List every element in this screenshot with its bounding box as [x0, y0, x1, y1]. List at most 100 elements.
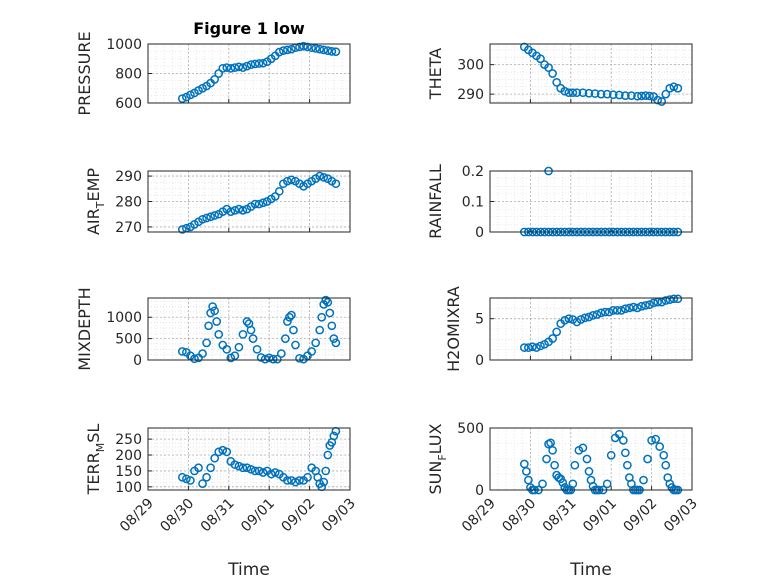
data-point [254, 59, 264, 68]
data-point [618, 436, 628, 445]
data-point [246, 325, 256, 335]
data-point [315, 325, 325, 335]
data-point [198, 479, 207, 488]
data-point [303, 472, 312, 482]
data-point [242, 61, 252, 71]
data-point [327, 47, 337, 56]
y-tick-label: 1000 [106, 37, 142, 53]
axes-frame [489, 43, 693, 104]
y-tick-label: 0.2 [462, 164, 484, 180]
data-point [186, 90, 195, 100]
axes-frame [147, 427, 351, 491]
data-point [649, 298, 658, 308]
data-point [287, 310, 296, 320]
data-point [287, 175, 296, 185]
y-tick-label: 150 [115, 464, 142, 480]
data-point [283, 176, 292, 186]
data-point [212, 317, 222, 326]
data-point [584, 467, 594, 476]
y-tick-label: 0 [133, 353, 142, 369]
data-point [606, 450, 616, 460]
data-point [291, 340, 300, 350]
y-axis-label: SUNFLUX [426, 423, 449, 494]
data-point [291, 477, 300, 487]
data-point [600, 307, 610, 317]
y-tick-label: 0 [475, 225, 484, 241]
data-point [222, 344, 232, 354]
panel-3: 270 280 290 AIRTEMP [84, 168, 351, 236]
data-point [578, 88, 588, 98]
data-point [582, 454, 592, 464]
data-point [254, 466, 264, 476]
y-axis-label: THETA [426, 48, 445, 100]
data-point [625, 303, 634, 313]
axes-frame [489, 427, 693, 491]
x-tick-label: 08/29 [459, 496, 499, 536]
data-point [608, 90, 618, 100]
data-point [258, 198, 268, 208]
data-point [620, 91, 630, 100]
data-point [608, 306, 618, 315]
data-point [238, 206, 248, 215]
data-point [303, 42, 312, 52]
y-tick-label: 500 [115, 332, 142, 348]
data-point [177, 94, 187, 103]
data-point [202, 338, 211, 348]
y-tick-label: 270 [115, 220, 142, 236]
data-point [295, 353, 304, 363]
data-point [592, 310, 602, 319]
data-point [177, 472, 187, 482]
data-point [222, 447, 232, 457]
data-point [519, 343, 529, 352]
data-point [289, 325, 298, 335]
data-point [584, 312, 594, 322]
data-point [614, 429, 624, 439]
panel-1: 600 800 1000 PRESSURE Figure 1 low [75, 19, 351, 116]
data-point [206, 463, 215, 473]
data-point [633, 91, 642, 101]
panel-2: 290 300 THETA [426, 42, 693, 106]
data-point [218, 63, 228, 73]
data-point [331, 179, 341, 189]
data-point [655, 442, 665, 451]
data-point [564, 88, 574, 98]
data-point [331, 338, 341, 348]
data-point [536, 54, 545, 64]
data-point [570, 460, 580, 470]
data-point [627, 91, 636, 100]
panel-4: 0 0.1 0.2 RAINFALL [426, 164, 693, 241]
data-point [319, 45, 329, 55]
data-point [544, 63, 553, 72]
data-point [329, 334, 339, 343]
data-point [315, 44, 325, 54]
data-point [572, 88, 582, 98]
data-point [285, 312, 294, 322]
axes-frame [147, 297, 351, 361]
data-point [550, 460, 559, 470]
data-point [256, 353, 266, 362]
data-point [214, 447, 224, 457]
data-point [226, 207, 236, 217]
data-point [210, 453, 220, 463]
data-point [295, 476, 304, 485]
y-axis-label: AIRTEMP [84, 168, 107, 235]
data-point [588, 311, 598, 320]
x-tick-label: 08/29 [117, 496, 157, 536]
data-point [673, 294, 683, 304]
panel-6: 0 5 H2OMIXRA [444, 286, 693, 372]
data-point [548, 69, 557, 78]
data-point [186, 476, 195, 485]
data-point [661, 89, 671, 99]
data-point [238, 463, 248, 473]
data-point [323, 297, 333, 307]
data-point [596, 89, 606, 99]
data-point [270, 468, 280, 477]
data-point [182, 474, 191, 484]
data-point [210, 306, 220, 316]
panel-8: 0 500 08/29 08/30 08/31 09/01 09/02 09/03 Time SU… [426, 421, 701, 580]
data-point [596, 308, 606, 318]
data-point [560, 86, 570, 96]
data-point [198, 349, 207, 358]
data-point [548, 445, 557, 455]
